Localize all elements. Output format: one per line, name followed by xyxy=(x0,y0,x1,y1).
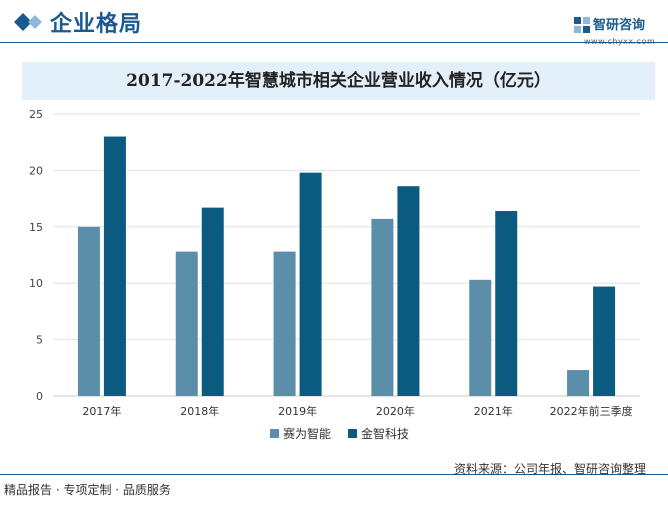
bar-series2 xyxy=(201,207,224,396)
chart-title-bar: 2017-2022年智慧城市相关企业营业收入情况（亿元） xyxy=(22,62,655,100)
bar-series1 xyxy=(175,251,198,396)
y-axis-ticks: 0 5 10 15 20 25 xyxy=(29,108,43,403)
bar-series1 xyxy=(273,251,296,396)
header: 企业格局 智研咨询 www.chyxx.com xyxy=(0,0,668,48)
x-tick-label: 2020年 xyxy=(376,404,415,418)
bar-series1 xyxy=(371,218,394,396)
bar-series2 xyxy=(103,136,126,396)
y-tick-label: 5 xyxy=(36,334,43,347)
y-tick-label: 20 xyxy=(29,164,43,177)
x-tick-label: 2021年 xyxy=(474,404,513,418)
legend-swatch xyxy=(270,429,279,438)
bar-series1 xyxy=(567,370,590,396)
bar-series2 xyxy=(299,172,322,396)
brand-url: www.chyxx.com xyxy=(584,37,655,46)
chart-title: 2017-2022年智慧城市相关企业营业收入情况（亿元） xyxy=(126,71,551,91)
grid-layer xyxy=(53,113,640,397)
footer-slogan: 精品报告 · 专项定制 · 品质服务 xyxy=(4,483,171,497)
bar-chart: 0 5 10 15 20 25 2017年 2018年 2019年 2020年 2021年 2022… xyxy=(29,108,640,441)
x-tick-label: 2019年 xyxy=(278,404,317,418)
bar-series1 xyxy=(77,226,100,396)
bar-series2 xyxy=(495,211,518,396)
header-divider xyxy=(0,42,668,43)
legend-label: 赛为智能 xyxy=(283,426,331,441)
diamond-icon xyxy=(14,13,42,31)
legend: 赛为智能 金智科技 xyxy=(270,426,409,441)
x-tick-label: 2018年 xyxy=(180,404,219,418)
legend-swatch xyxy=(348,429,357,438)
legend-label: 金智科技 xyxy=(361,426,409,441)
x-tick-label: 2017年 xyxy=(82,404,121,418)
bar-series1 xyxy=(469,279,492,396)
y-tick-label: 10 xyxy=(29,277,43,290)
bar-series2 xyxy=(593,286,616,396)
bars xyxy=(77,136,616,396)
y-tick-label: 25 xyxy=(29,108,43,121)
y-tick-label: 0 xyxy=(36,390,43,403)
section-title: 企业格局 xyxy=(50,12,143,37)
source-note: 资料来源：公司年报、智研咨询整理 xyxy=(453,462,646,476)
brand-logo-icon xyxy=(574,17,590,33)
x-tick-label: 2022年前三季度 xyxy=(550,404,633,418)
bar-series2 xyxy=(397,186,420,396)
x-axis-ticks: 2017年 2018年 2019年 2020年 2021年 2022年前三季度 xyxy=(82,404,632,418)
footer-divider xyxy=(0,474,668,475)
y-tick-label: 15 xyxy=(29,221,43,234)
brand-name: 智研咨询 xyxy=(593,18,646,33)
